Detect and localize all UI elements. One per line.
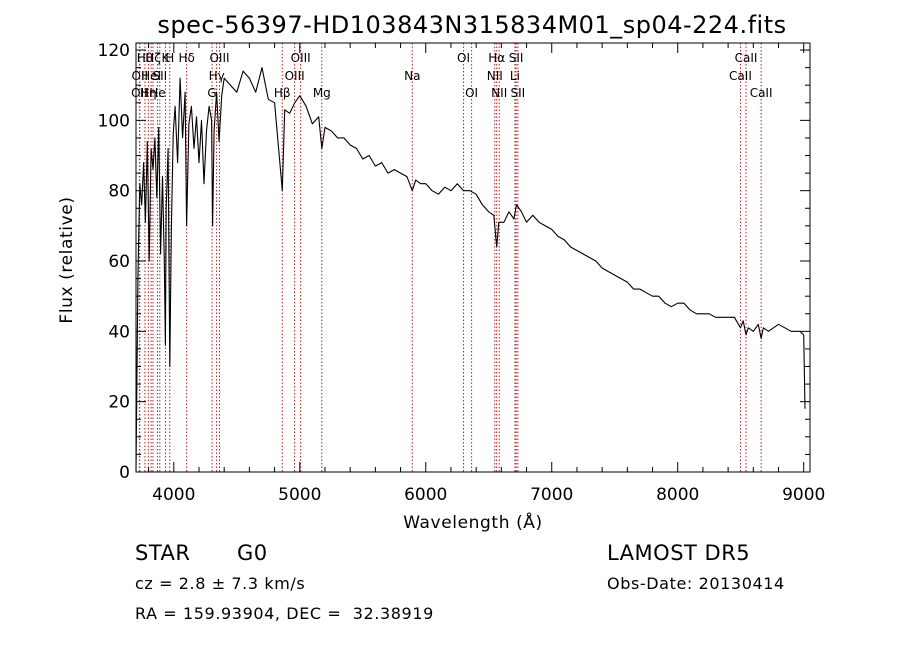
- emission-line-markers: [138, 43, 762, 472]
- marker-label: Li: [510, 69, 520, 83]
- x-tick-label: 8000: [656, 485, 699, 505]
- x-tick-label: 4000: [152, 485, 195, 505]
- marker-label: Hδ: [178, 51, 194, 65]
- y-tick-label: 20: [108, 393, 130, 413]
- y-tick-label: 100: [98, 111, 130, 131]
- x-tick-label: 7000: [530, 485, 573, 505]
- marker-label: G: [207, 86, 216, 100]
- marker-label: OII: [131, 86, 148, 100]
- survey-label: LAMOST DR5: [607, 541, 751, 565]
- plot-frame: [135, 42, 811, 473]
- marker-label: OIII: [209, 51, 229, 65]
- x-axis-label: Wavelength (Å): [403, 511, 543, 533]
- marker-label: CaII: [735, 51, 758, 65]
- y-tick-label: 40: [108, 322, 130, 342]
- x-tick-label: 5000: [278, 485, 321, 505]
- marker-label: K: [162, 51, 171, 65]
- y-axis-ticks: 0 20 40 60 80 100 120: [98, 41, 810, 483]
- y-tick-label: 120: [98, 41, 130, 61]
- object-class: STAR: [135, 541, 191, 565]
- marker-label: Hγ: [209, 69, 225, 83]
- coordinates-text: RA = 159.93904, DEC = 32.38919: [135, 604, 434, 623]
- marker-label: Mg: [313, 86, 331, 100]
- chart-title: spec-56397-HD103843N315834M01_sp04-224.f…: [157, 11, 786, 39]
- marker-label: H: [165, 51, 174, 65]
- y-tick-label: 60: [108, 252, 130, 272]
- marker-label: SII: [152, 69, 167, 83]
- y-tick-label: 80: [108, 182, 130, 202]
- marker-label: SII: [510, 86, 525, 100]
- x-tick-label: 9000: [782, 485, 825, 505]
- observation-date: Obs-Date: 20130414: [607, 574, 785, 593]
- marker-label: Hα: [488, 51, 505, 65]
- marker-label: Hη: [140, 86, 157, 100]
- marker-label: HeI: [141, 69, 161, 83]
- marker-label: NII: [491, 86, 507, 100]
- marker-label: He: [149, 86, 165, 100]
- marker-label: OIII: [285, 69, 305, 83]
- x-tick-label: 6000: [404, 485, 447, 505]
- x-axis-ticks: 4000 5000 6000 7000 8000 9000: [148, 43, 825, 505]
- y-tick-label: 0: [119, 463, 130, 483]
- marker-label: OI: [457, 51, 470, 65]
- marker-label: CaII: [750, 86, 773, 100]
- marker-label: Hθ: [137, 51, 153, 65]
- marker-label: Hβ: [274, 86, 291, 100]
- y-axis-label: Flux (relative): [57, 196, 77, 323]
- object-subclass: G0: [237, 541, 268, 565]
- marker-label: SII: [509, 51, 524, 65]
- marker-label: NII: [487, 69, 503, 83]
- marker-label: CaII: [729, 69, 752, 83]
- redshift-text: cz = 2.8 ± 7.3 km/s: [135, 574, 306, 593]
- spectrum-line: [135, 67, 806, 473]
- marker-label: OI: [465, 86, 478, 100]
- marker-label: OIII: [291, 51, 311, 65]
- marker-label: Na: [404, 69, 420, 83]
- marker-label: Hζ: [145, 51, 161, 65]
